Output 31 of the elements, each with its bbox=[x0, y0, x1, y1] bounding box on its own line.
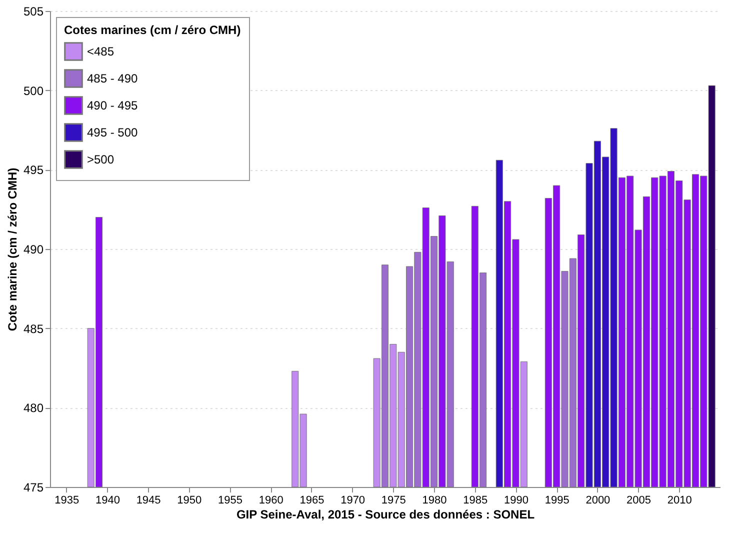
x-tick-label: 1985 bbox=[463, 494, 488, 506]
x-tick-label: 1995 bbox=[544, 494, 570, 506]
x-tick-label: 1955 bbox=[218, 494, 242, 506]
y-tick-label: 505 bbox=[23, 4, 44, 18]
x-tick-label: 2005 bbox=[626, 494, 652, 506]
legend-title: Cotes marines (cm / zéro CMH) bbox=[64, 23, 241, 37]
x-axis-title: GIP Seine-Aval, 2015 - Source des données : SONEL bbox=[236, 508, 535, 522]
x-tick-label: 1950 bbox=[177, 494, 202, 506]
y-tick-label: 500 bbox=[23, 84, 44, 98]
x-tick-label: 1960 bbox=[258, 494, 284, 506]
x-tick-label: 1935 bbox=[54, 494, 80, 506]
x-tick-label: 2010 bbox=[667, 494, 692, 506]
legend-label: <485 bbox=[87, 44, 114, 58]
y-tick-label: 495 bbox=[23, 163, 44, 178]
y-tick-label: 480 bbox=[23, 401, 44, 416]
x-tick-label: 1975 bbox=[381, 494, 406, 506]
x-tick-label: 1980 bbox=[422, 494, 447, 506]
x-tick-label: 1945 bbox=[136, 494, 161, 506]
x-tick-label: 1965 bbox=[300, 494, 324, 506]
x-tick-label: 1970 bbox=[340, 494, 366, 506]
legend-label: >500 bbox=[87, 152, 114, 166]
x-tick-label: 1940 bbox=[95, 494, 120, 506]
x-tick-label: 2000 bbox=[586, 494, 610, 506]
y-tick-label: 485 bbox=[23, 322, 44, 336]
legend-label: 495 - 500 bbox=[87, 126, 138, 140]
y-tick-label: 490 bbox=[23, 242, 44, 256]
x-tick-label: 1990 bbox=[504, 494, 528, 506]
legend-label: 490 - 495 bbox=[87, 98, 138, 112]
y-tick-label: 475 bbox=[23, 480, 44, 494]
legend-label: 485 - 490 bbox=[87, 72, 138, 86]
y-axis-title: Cote marine (cm / zéro CMH) bbox=[5, 168, 20, 332]
